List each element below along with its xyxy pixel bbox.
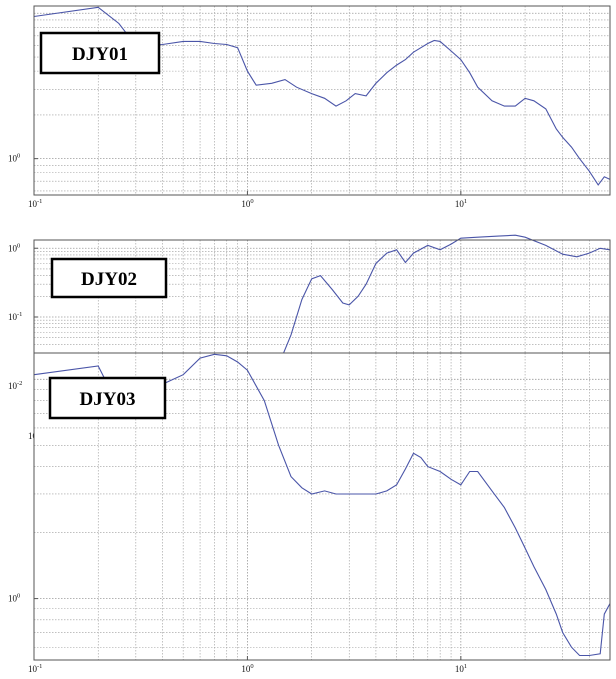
station-label-box bbox=[39, 31, 161, 75]
y-tick-label: 10-1 bbox=[8, 311, 22, 322]
x-tick-label: 101 bbox=[455, 663, 467, 674]
y-tick-label: 100 bbox=[8, 593, 20, 604]
station-label-box bbox=[48, 376, 167, 420]
x-tick-label: 100 bbox=[241, 663, 253, 674]
series-line bbox=[33, 353, 611, 657]
x-tick-label: 10-1 bbox=[28, 663, 42, 674]
station-label-box bbox=[50, 257, 168, 299]
y-tick-label: 100 bbox=[8, 153, 20, 164]
x-tick-label: 100 bbox=[241, 198, 253, 209]
y-tick-label: 100 bbox=[8, 242, 20, 253]
station-label: DJY03 bbox=[80, 389, 136, 410]
series-line bbox=[33, 6, 611, 186]
station-label: DJY01 bbox=[72, 44, 128, 65]
plot-frame bbox=[33, 5, 611, 196]
station-label: DJY02 bbox=[81, 269, 137, 290]
y-tick-label: 10-2 bbox=[8, 380, 22, 391]
x-tick-label: 10-1 bbox=[28, 198, 42, 209]
x-tick-label: 101 bbox=[455, 198, 467, 209]
plot-frame bbox=[33, 352, 611, 661]
